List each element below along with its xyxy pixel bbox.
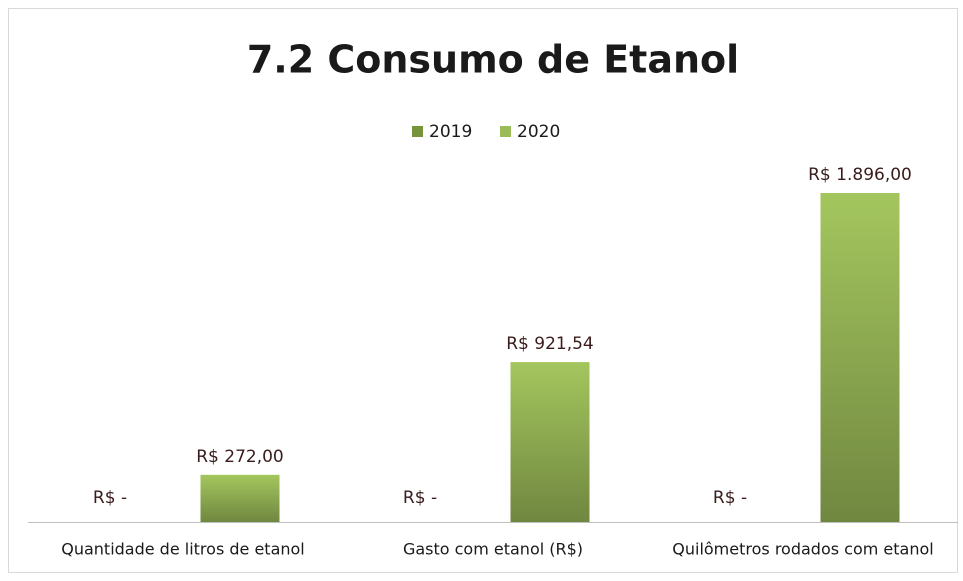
x-tick-label: Quantidade de litros de etanol [61,540,305,559]
data-label: R$ 1.896,00 [808,165,912,185]
legend-label: 2019 [429,122,472,142]
data-label: R$ 921,54 [506,334,594,354]
bar [510,362,590,522]
legend-label: 2020 [517,122,560,142]
data-label: R$ - [93,488,127,508]
bar [820,193,900,522]
data-label: R$ 272,00 [196,447,284,467]
x-tick-label: Quilômetros rodados com etanol [672,540,933,559]
data-label: R$ - [403,488,437,508]
data-label: R$ - [713,488,747,508]
bar [200,474,280,522]
x-tick-label: Gasto com etanol (R$) [403,540,583,559]
chart-title: 7.2 Consumo de Etanol [247,38,739,82]
chart-border [8,8,958,573]
legend-swatch [412,126,423,137]
legend-swatch [500,126,511,137]
